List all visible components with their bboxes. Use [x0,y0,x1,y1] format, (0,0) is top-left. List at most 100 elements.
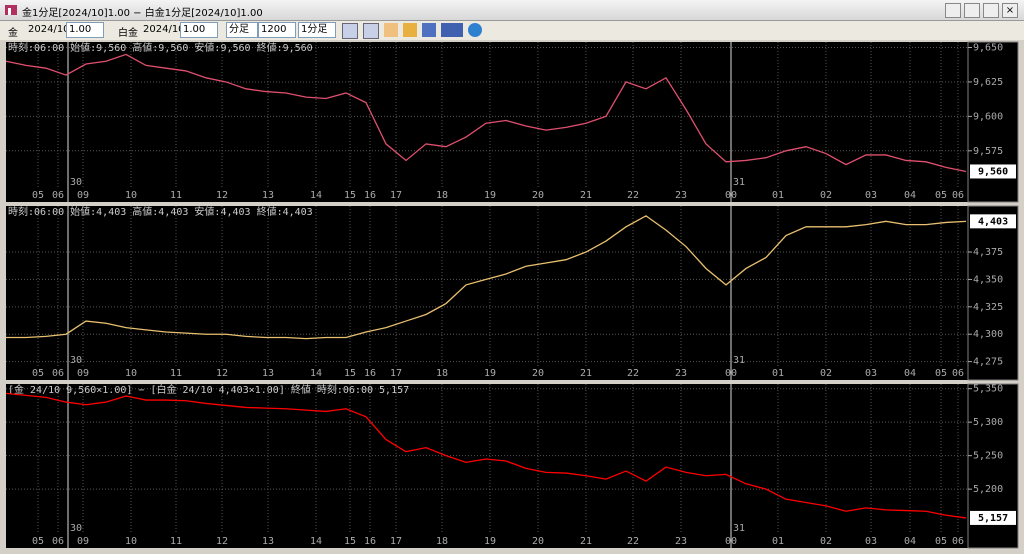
symbol-label: 金 [8,28,18,39]
x-tick-label: 20 [532,536,544,547]
y-axis-area [967,205,1019,381]
x-tick-label: 11 [170,536,182,547]
x-tick-label: 01 [772,536,784,547]
chart-area: 9,575 9,600 9,625 9,650 05 06 09 10 11 12 13 14 15 16… [0,40,1024,554]
x-tick-label: 10 [125,368,137,379]
last-value-box [970,164,1016,179]
x-tick-label: 23 [675,368,687,379]
date-marker-label: 31 [733,523,745,534]
x-tick-label: 13 [262,190,274,201]
x-tick-label: 15 [344,368,356,379]
y-tick-label: 4,275 [973,357,1003,368]
month-label: 2024/10 [28,24,70,35]
x-tick-label: 05 [32,368,44,379]
date-marker-label: 31 [733,355,745,366]
app-icon [5,5,17,15]
y-tick-label: 9,600 [973,111,1003,122]
close-button[interactable]: × [1002,3,1018,18]
x-tick-label: 16 [364,190,376,201]
x-tick-label: 19 [484,536,496,547]
last-value-label: 5,157 [978,513,1008,524]
x-tick-label: 09 [77,536,89,547]
ratio-input[interactable]: 1.00 [180,22,218,38]
pane-header: 時刻:06:00 始値:9,560 高値:9,560 安値:9,560 終値:9… [8,41,313,54]
y-tick-label: 4,375 [973,247,1003,258]
x-tick-label: 13 [262,368,274,379]
tool-button[interactable] [363,23,379,39]
x-tick-label: 22 [627,368,639,379]
last-value-box [970,214,1016,229]
x-tick-label: 22 [627,190,639,201]
x-tick-label: 20 [532,368,544,379]
tool-icons [342,23,482,39]
x-tick-label: 21 [580,536,592,547]
last-value-box [970,510,1016,525]
ratio-input[interactable]: 1.00 [66,22,104,38]
x-tick-label: 15 [344,536,356,547]
x-tick-label: 04 [904,536,916,547]
y-tick-label: 5,200 [973,484,1003,495]
x-tick-label: 13 [262,536,274,547]
x-tick-label: 23 [675,536,687,547]
x-tick-label: 14 [310,536,322,547]
refresh-button[interactable] [468,23,482,37]
price-line [5,53,967,173]
y-tick-label: 9,625 [973,77,1003,88]
y-tick-label: 4,350 [973,274,1003,285]
x-tick-label: 06 [52,368,64,379]
tool-button[interactable] [384,23,398,37]
y-tick-label: 9,650 [973,43,1003,54]
x-tick-label: 22 [627,536,639,547]
count-input[interactable]: 1200 [258,22,296,38]
x-tick-label: 01 [772,368,784,379]
period-dropdown[interactable]: 分足 [226,22,258,38]
date-marker-label: 30 [70,177,82,188]
x-tick-label: 16 [364,536,376,547]
x-tick-label: 11 [170,190,182,201]
plot-area [6,206,968,380]
x-tick-label: 12 [216,190,228,201]
interval-dropdown[interactable]: 1分足 [298,22,336,38]
price-line [6,215,967,340]
x-tick-label: 01 [772,190,784,201]
title-bar: 金1分足[2024/10]1.00 − 白金1分足[2024/10]1.00 × [0,0,1024,21]
x-tick-label: 14 [310,190,322,201]
tool-button[interactable] [441,23,463,37]
x-tick-label: 09 [77,368,89,379]
x-tick-label: 18 [436,190,448,201]
plot-area [6,384,968,548]
x-tick-label: 11 [170,368,182,379]
y-tick-label: 5,250 [973,451,1003,462]
tool-button[interactable] [422,23,436,37]
pane-header: 時刻:06:00 始値:4,403 高値:4,403 安値:4,403 終値:4… [8,205,313,218]
x-tick-label: 20 [532,190,544,201]
x-tick-label: 16 [364,368,376,379]
maximize-button[interactable] [983,3,999,18]
pane-header: [金 24/10 9,560×1.00] − [白金 24/10 4,403×1… [8,383,409,396]
tool-button[interactable] [342,23,358,39]
date-marker-label: 31 [733,177,745,188]
restore-button[interactable] [945,3,961,18]
x-tick-label: 02 [820,368,832,379]
x-tick-label: 06 [52,190,64,201]
x-tick-label: 10 [125,536,137,547]
x-tick-label: 05 [935,536,947,547]
x-tick-label: 05 [935,190,947,201]
x-tick-label: 04 [904,190,916,201]
x-tick-label: 02 [820,536,832,547]
x-tick-label: 23 [675,190,687,201]
x-tick-label: 12 [216,368,228,379]
x-tick-label: 15 [344,190,356,201]
x-tick-label: 21 [580,190,592,201]
minimize-button[interactable] [964,3,980,18]
x-tick-label: 10 [125,190,137,201]
date-marker-label: 30 [70,523,82,534]
x-tick-label: 06 [952,536,964,547]
symbol-label: 白金 [118,28,138,39]
x-tick-label: 06 [952,190,964,201]
x-tick-label: 03 [865,368,877,379]
tool-button[interactable] [403,23,417,37]
x-tick-label: 19 [484,368,496,379]
x-tick-label: 19 [484,190,496,201]
x-tick-label: 04 [904,368,916,379]
